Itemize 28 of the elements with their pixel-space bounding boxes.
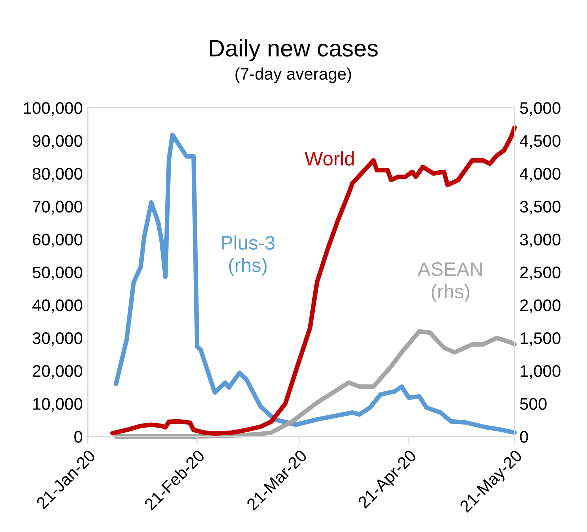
y2-tick-label: 1,500 (520, 332, 561, 346)
y-tick-label: 100,000 (24, 102, 83, 116)
y2-tick-label: 2,000 (520, 300, 561, 314)
y2-tick-label: 5,000 (520, 102, 561, 116)
y2-tick-label: 500 (520, 398, 547, 410)
y-tick-label: 0 (74, 431, 83, 443)
line-series (114, 329, 518, 439)
series-label: Plus-3 (rhs) (222, 236, 275, 276)
y2-tick-label: 4,000 (520, 168, 561, 182)
y2-tick-label: 3,500 (520, 201, 561, 215)
chart-subtitle: (7-day average) (236, 68, 352, 84)
y-tick-label: 40,000 (32, 300, 83, 314)
y2-tick-label: 1,000 (520, 365, 561, 380)
y-tick-label: 70,000 (33, 201, 83, 215)
chart-title: Daily new cases (210, 40, 378, 62)
y2-tick-label: 3,000 (520, 234, 561, 248)
series-label: ASEAN (rhs) (418, 262, 482, 302)
y2-tick-label: 0 (520, 431, 528, 443)
y-tick-label: 80,000 (32, 168, 83, 182)
y-tick-label: 10,000 (33, 398, 83, 412)
y-tick-label: 20,000 (33, 365, 83, 380)
y2-tick-label: 4,500 (520, 135, 561, 150)
y-tick-label: 30,000 (32, 332, 83, 346)
y2-tick-label: 2,500 (520, 266, 561, 281)
y-tick-label: 50,000 (32, 266, 83, 281)
series-label: World (304, 152, 354, 166)
y-tick-label: 60,000 (33, 234, 83, 248)
y-tick-label: 90,000 (33, 135, 83, 150)
